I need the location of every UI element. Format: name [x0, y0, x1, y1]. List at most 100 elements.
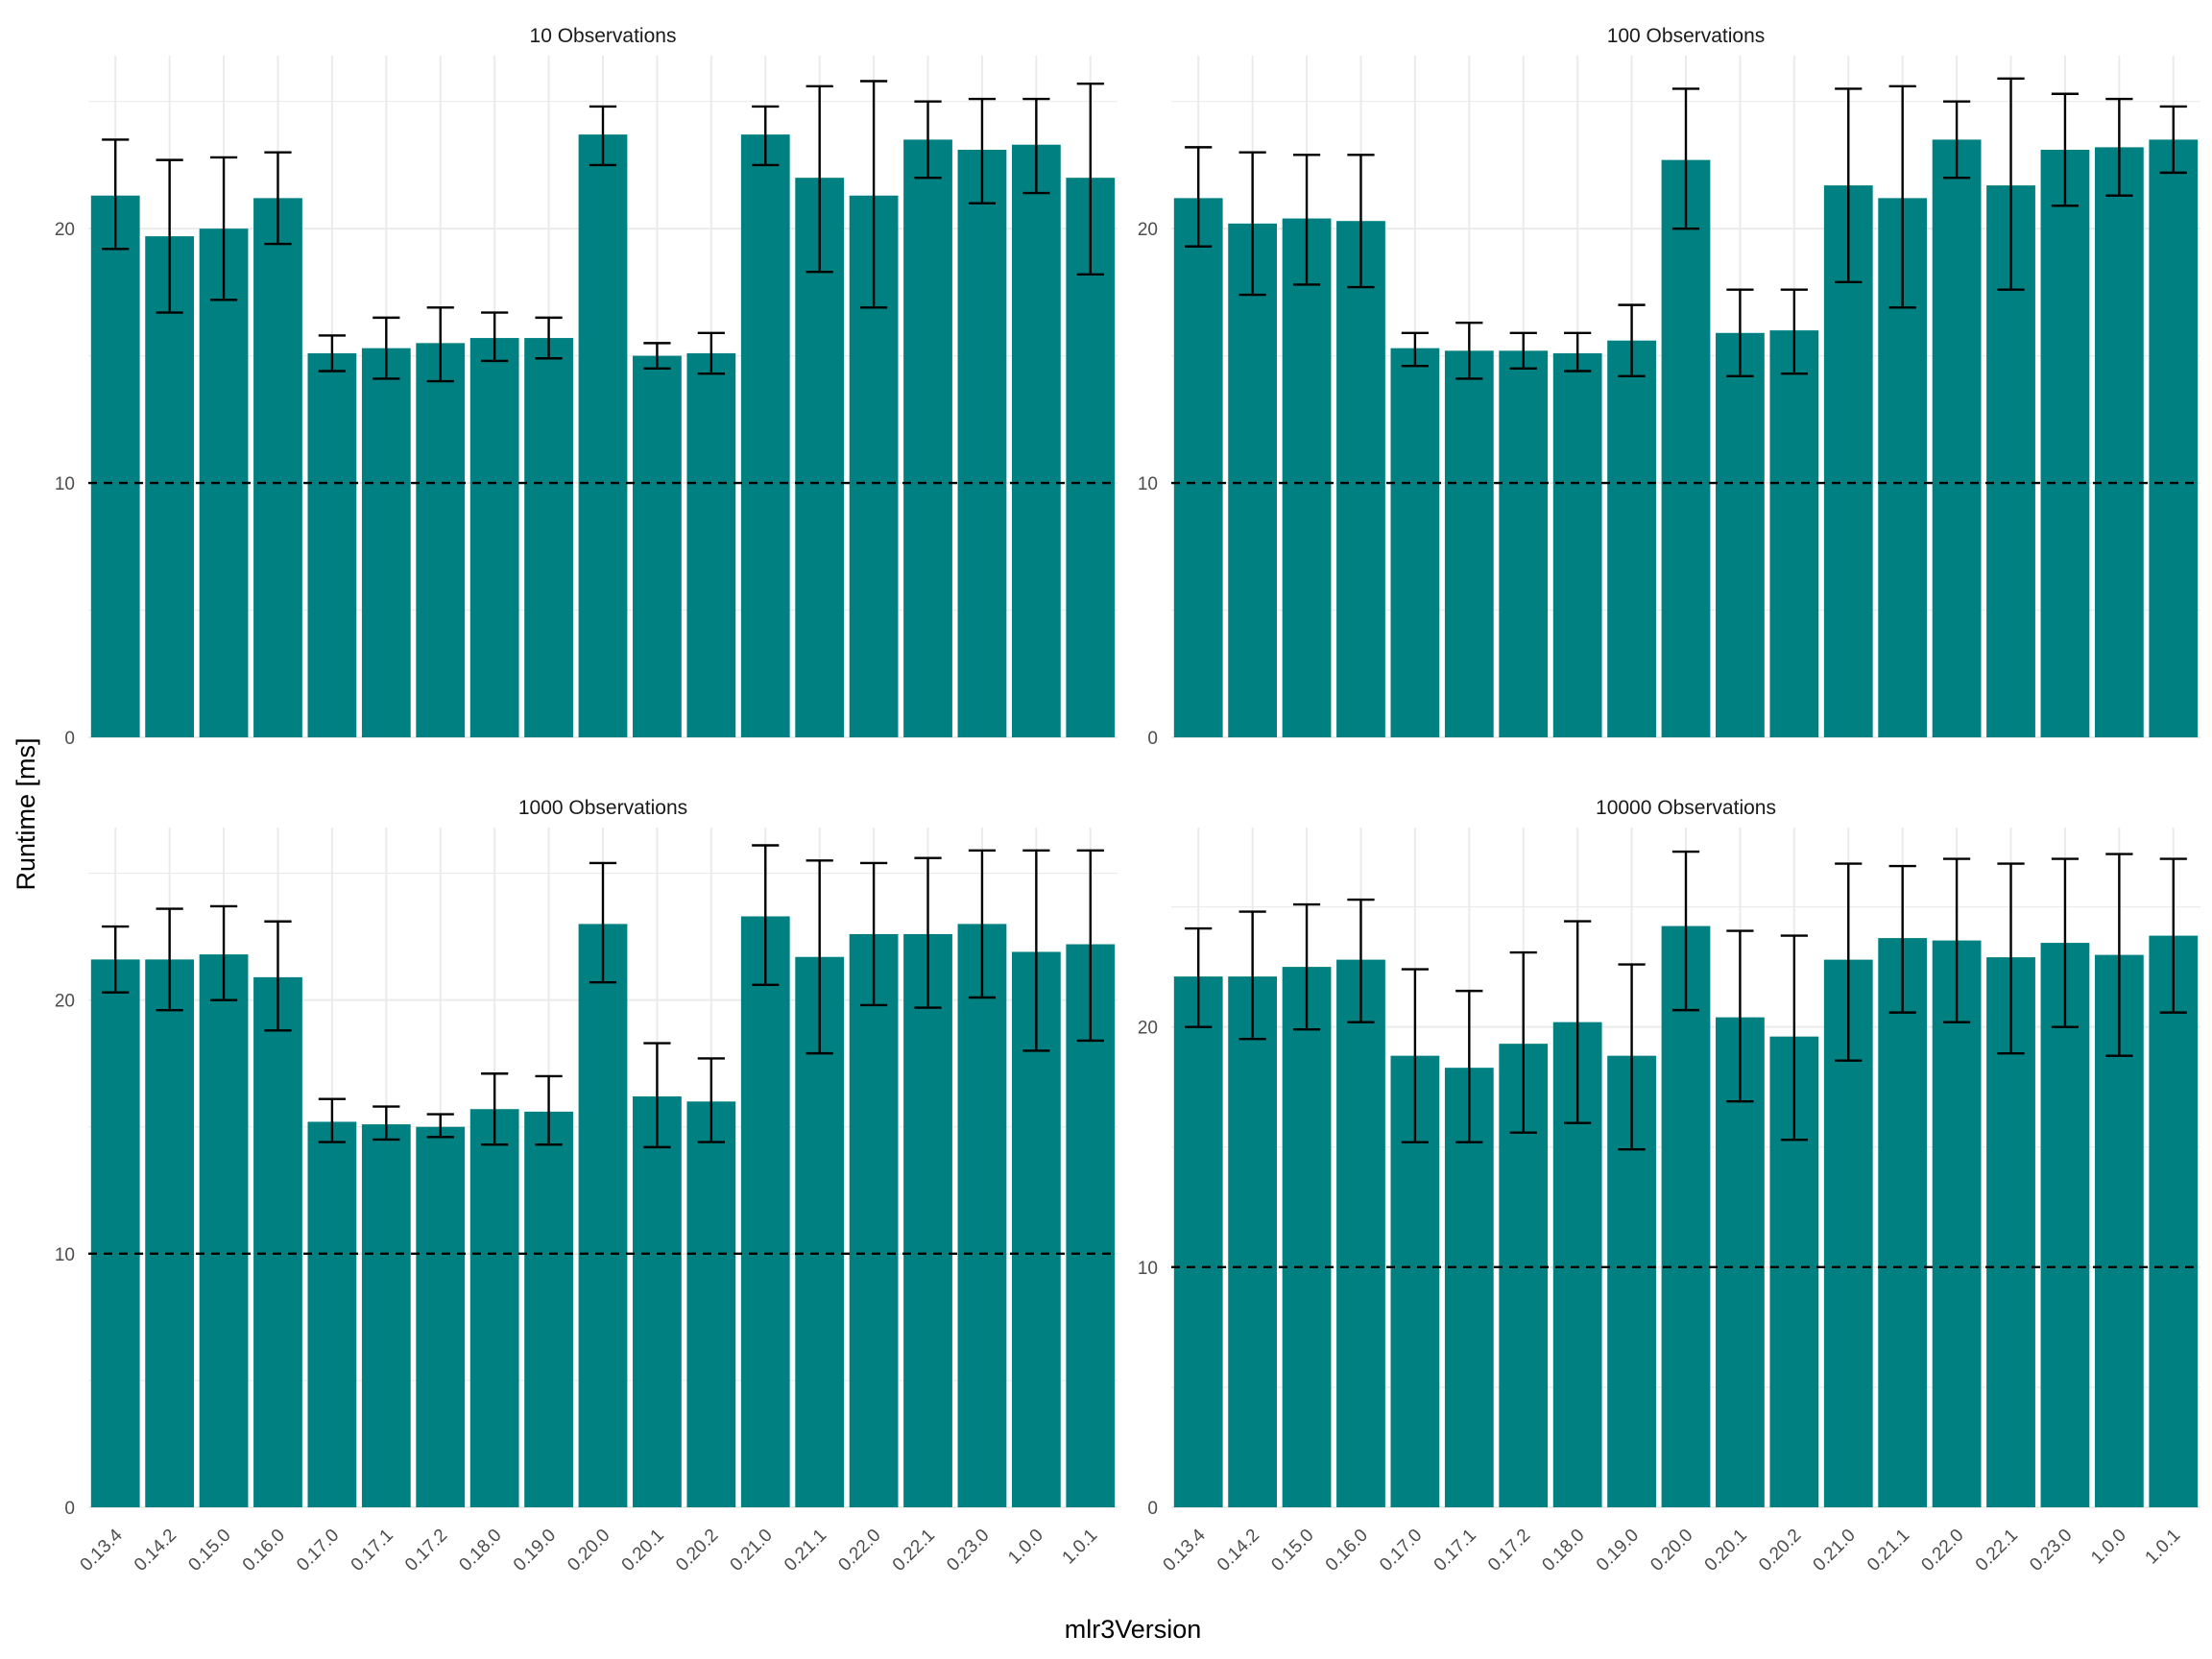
- x-tick-label: 0.22.0: [1917, 1526, 1967, 1575]
- x-tick-label: 0.20.1: [618, 1526, 668, 1575]
- error-bar-0.16.0: [264, 151, 292, 246]
- error-bar-0.20.2: [1780, 934, 1808, 1142]
- bar-0.20.1: [1716, 332, 1765, 737]
- bar-0.22.0: [1932, 139, 1982, 738]
- bar-0.19.0: [1607, 340, 1656, 737]
- bar-0.16.0: [253, 976, 302, 1507]
- bar-0.19.0: [524, 338, 573, 737]
- bar-0.23.0: [2040, 943, 2090, 1507]
- error-bar-1.0.1: [2159, 857, 2187, 1014]
- error-bar-0.13.4: [102, 138, 130, 251]
- bar-0.14.2: [145, 236, 195, 737]
- bar-0.19.0: [524, 1111, 573, 1507]
- error-bar-0.20.0: [589, 105, 617, 167]
- bar-0.14.2: [145, 959, 195, 1507]
- panel-3: 1000 Observations 0 10 20 0.13.4 0.14.2 0.15.0…: [55, 797, 1118, 1575]
- error-bar-0.20.1: [1726, 288, 1754, 378]
- error-bar-0.20.1: [1726, 929, 1754, 1103]
- error-bar-0.20.2: [697, 331, 725, 375]
- error-bar-0.16.0: [1347, 154, 1375, 289]
- x-tick-label: 0.16.0: [1322, 1526, 1372, 1575]
- error-bar-0.17.1: [373, 1105, 400, 1142]
- bar-0.13.4: [1173, 976, 1223, 1507]
- bar-0.13.4: [90, 959, 140, 1507]
- error-bar-0.17.1: [1455, 989, 1483, 1143]
- y-tick-label: 0: [1147, 1499, 1158, 1519]
- x-tick-label: 0.14.2: [1214, 1526, 1263, 1575]
- panel-title: 10000 Observations: [1596, 797, 1776, 819]
- x-tick-label: 1.0.0: [1004, 1526, 1047, 1569]
- error-bar-0.17.2: [1509, 950, 1537, 1134]
- error-bar-1.0.1: [1076, 849, 1104, 1043]
- error-bar-0.16.0: [264, 920, 292, 1032]
- bar-1.0.1: [2149, 139, 2199, 738]
- bar-0.18.0: [1552, 352, 1602, 737]
- error-bar-0.14.2: [156, 158, 183, 314]
- bar-0.21.1: [1878, 938, 1928, 1507]
- error-bar-0.22.1: [914, 100, 942, 180]
- bar-0.20.2: [686, 1101, 736, 1507]
- bar-0.17.1: [361, 1124, 411, 1507]
- x-tick-label: 0.19.0: [1593, 1526, 1643, 1575]
- error-bar-1.0.0: [2105, 853, 2133, 1057]
- error-bar-0.22.1: [1997, 77, 2025, 291]
- x-tick-label: 0.20.2: [1755, 1526, 1805, 1575]
- bar-0.14.2: [1228, 223, 1278, 737]
- error-bar-0.22.0: [1943, 100, 1971, 180]
- error-bar-0.20.2: [1780, 288, 1808, 375]
- x-tick-label: 0.13.4: [77, 1525, 128, 1575]
- error-bar-0.20.0: [1671, 850, 1700, 1012]
- error-bar-0.14.2: [1238, 151, 1266, 297]
- x-tick-label: 0.17.0: [293, 1526, 343, 1575]
- error-bar-0.23.0: [2051, 92, 2080, 207]
- bar-0.17.2: [416, 343, 466, 737]
- y-axis-title: Runtime [ms]: [12, 737, 40, 890]
- bar-1.0.0: [2094, 147, 2144, 737]
- x-tick-label: 0.13.4: [1160, 1525, 1211, 1575]
- y-tick-label: 20: [55, 220, 75, 240]
- panel-title: 100 Observations: [1607, 25, 1766, 47]
- bar-0.17.1: [361, 348, 411, 737]
- error-bar-0.22.0: [860, 861, 888, 1007]
- error-bar-0.15.0: [209, 904, 238, 1001]
- x-tick-label: 0.20.0: [1647, 1526, 1696, 1575]
- error-bar-0.17.0: [318, 1097, 346, 1143]
- error-bar-0.21.0: [1835, 862, 1863, 1062]
- bar-1.0.1: [2149, 935, 2199, 1507]
- error-bar-0.18.0: [481, 311, 509, 363]
- x-tick-label: 0.16.0: [239, 1526, 289, 1575]
- error-bar-0.13.4: [1185, 926, 1213, 1028]
- error-bar-0.22.0: [1943, 857, 1971, 1023]
- bar-0.21.0: [740, 916, 790, 1507]
- bar-0.20.0: [1661, 926, 1711, 1507]
- error-bar-1.0.1: [2159, 105, 2187, 175]
- bar-0.17.1: [1444, 350, 1494, 737]
- bar-0.22.0: [849, 933, 899, 1507]
- error-bar-0.17.0: [1401, 331, 1429, 368]
- bar-0.20.1: [633, 355, 682, 737]
- error-bar-0.13.4: [1185, 146, 1213, 248]
- x-tick-label: 0.21.1: [781, 1526, 830, 1575]
- error-bar-0.13.4: [102, 925, 130, 994]
- y-tick-label: 10: [55, 474, 75, 494]
- x-tick-label: 0.23.0: [2026, 1526, 2076, 1575]
- bar-0.22.1: [903, 933, 952, 1507]
- x-tick-label: 0.17.2: [1484, 1526, 1534, 1575]
- x-tick-label: 0.17.1: [1431, 1526, 1480, 1575]
- bar-0.23.0: [2040, 150, 2090, 737]
- error-bar-0.22.1: [1997, 862, 2025, 1055]
- error-bar-0.20.2: [697, 1057, 725, 1143]
- y-tick-label: 20: [55, 992, 75, 1012]
- error-bar-0.19.0: [535, 316, 563, 360]
- y-tick-label: 10: [1138, 1259, 1158, 1279]
- x-tick-label: 0.15.0: [1267, 1526, 1317, 1575]
- error-bar-0.17.2: [426, 306, 454, 383]
- x-tick-label: 0.18.0: [1538, 1526, 1588, 1575]
- x-tick-label: 0.17.0: [1376, 1526, 1426, 1575]
- x-tick-label: 1.0.1: [2142, 1526, 2185, 1569]
- error-bar-1.0.0: [1022, 97, 1050, 195]
- bar-0.15.0: [199, 228, 249, 738]
- error-bar-0.17.0: [1401, 968, 1429, 1143]
- error-bar-0.17.1: [373, 316, 400, 380]
- bar-0.23.0: [957, 924, 1007, 1507]
